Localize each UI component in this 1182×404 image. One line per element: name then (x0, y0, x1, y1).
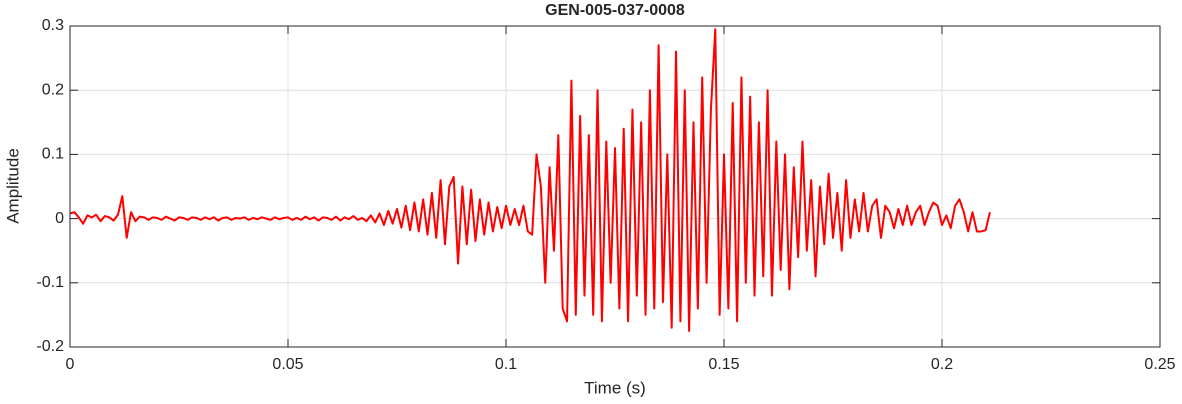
x-tick-label: 0.25 (1144, 356, 1175, 373)
x-axis-label: Time (s) (584, 378, 646, 397)
chart-title: GEN-005-037-0008 (545, 2, 685, 19)
y-tick-label: 0.3 (42, 17, 64, 34)
x-tick-label: 0.1 (495, 356, 517, 373)
x-tick-label: 0.05 (272, 356, 303, 373)
x-tick-label: 0.15 (708, 356, 739, 373)
y-tick-label: 0.1 (42, 146, 64, 163)
x-tick-label: 0 (66, 356, 75, 373)
y-axis-label: Amplitude (3, 148, 22, 224)
y-tick-label: -0.2 (36, 338, 64, 355)
waveform-line (69, 28, 991, 332)
plot-border (69, 25, 1161, 348)
x-tick-label: 0.2 (931, 356, 953, 373)
y-tick-label: 0.2 (42, 81, 64, 98)
plot-area (70, 26, 1160, 347)
y-tick-label: 0 (55, 210, 64, 227)
y-tick-label: -0.1 (36, 274, 64, 291)
